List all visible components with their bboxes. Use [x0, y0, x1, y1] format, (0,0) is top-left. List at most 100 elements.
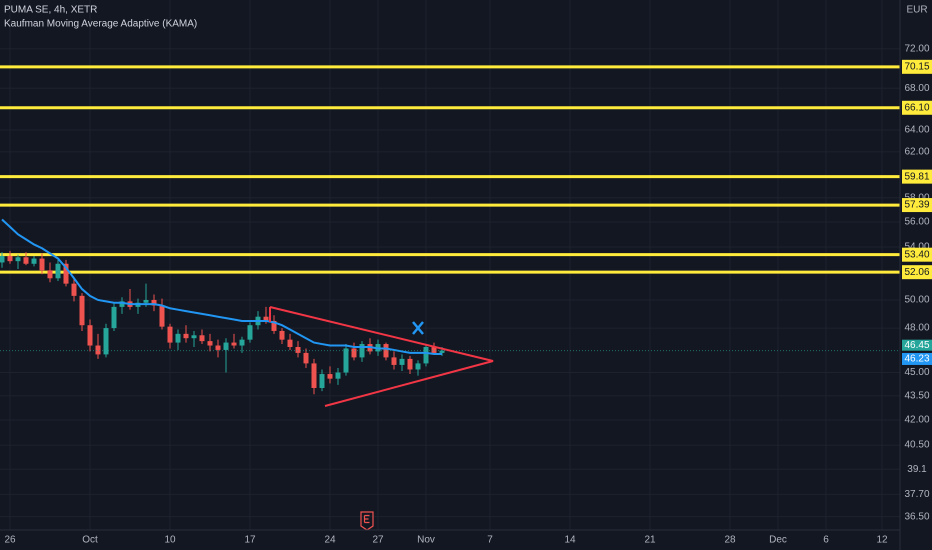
- kama-label-box: [902, 352, 932, 365]
- candle-body: [39, 258, 45, 271]
- y-tick-label: 64.00: [904, 125, 929, 136]
- indicator-name: Kaufman Moving Average Adaptive (KAMA): [4, 19, 197, 30]
- y-tick-label: 37.70: [904, 489, 929, 500]
- x-tick-label: Oct: [82, 535, 98, 546]
- x-tick-label: 24: [324, 535, 336, 546]
- candle-body: [415, 363, 421, 370]
- y-tick-label: 48.00: [904, 323, 929, 334]
- candle-body: [183, 333, 189, 339]
- x-tick-label: 26: [4, 535, 16, 546]
- level-label-box: [902, 169, 932, 184]
- candle-body: [215, 345, 221, 350]
- y-tick-label: 56.00: [904, 217, 929, 228]
- candle-body: [119, 301, 125, 307]
- candle-body: [239, 339, 245, 346]
- candle-body: [103, 328, 109, 355]
- candle-body: [231, 342, 237, 346]
- candle-body: [311, 363, 317, 388]
- candle-body: [431, 346, 437, 353]
- earnings-icon: [360, 511, 374, 531]
- candle-body: [263, 316, 269, 321]
- candle-body: [303, 352, 309, 364]
- candle-body: [423, 346, 429, 364]
- x-tick-label: 10: [164, 535, 176, 546]
- candle-body: [327, 374, 333, 379]
- candle-body: [399, 358, 405, 365]
- y-tick-label: 45.00: [904, 367, 929, 378]
- level-label-box: [902, 59, 932, 74]
- x-tick-label: 28: [724, 535, 736, 546]
- y-tick-label: 62.00: [904, 147, 929, 158]
- candle-body: [63, 263, 69, 284]
- x-marker: [412, 321, 424, 335]
- x-tick-label: 7: [487, 535, 493, 546]
- x-tick-label: 12: [876, 535, 888, 546]
- level-label-box: [902, 265, 932, 280]
- candle-body: [71, 283, 77, 296]
- candle-body: [383, 344, 389, 358]
- candle-body: [87, 325, 93, 346]
- y-tick-label: 43.50: [904, 391, 929, 402]
- currency: EUR: [906, 5, 927, 16]
- candle-body: [31, 258, 37, 264]
- level-label: 53.40: [904, 249, 929, 260]
- candle-body: [351, 348, 357, 358]
- level-label: 70.15: [904, 61, 929, 72]
- candle-body: [295, 346, 301, 353]
- levels: [0, 65, 900, 274]
- candle-body: [167, 326, 173, 343]
- candle-body: [95, 345, 101, 355]
- candle-body: [15, 257, 21, 262]
- candle-body: [343, 348, 349, 373]
- candle-body: [223, 342, 229, 350]
- y-tick-label: 68.00: [904, 83, 929, 94]
- price-label-box: [902, 339, 932, 351]
- price-label: 46.45: [904, 340, 929, 351]
- level-label: 57.39: [904, 200, 929, 211]
- kama-label: 46.23: [904, 354, 929, 365]
- level-label: 52.06: [904, 267, 929, 278]
- candle-body: [191, 335, 197, 339]
- level-label-box: [902, 198, 932, 213]
- candle-body: [287, 339, 293, 347]
- candle-body: [79, 295, 85, 326]
- x-tick-label: 6: [823, 535, 829, 546]
- x-tick-label: 17: [244, 535, 256, 546]
- y-tick-label: 72.00: [904, 44, 929, 55]
- grid: [0, 0, 900, 530]
- candle-body: [159, 305, 165, 327]
- candle-body: [439, 350, 445, 353]
- candle-body: [271, 320, 277, 331]
- triangle-drawing: [269, 306, 494, 407]
- candle-body: [111, 306, 117, 329]
- level-label: 59.81: [904, 171, 929, 182]
- x-tick-label: Dec: [769, 535, 787, 546]
- candle-body: [151, 299, 157, 306]
- candle-body: [0, 255, 5, 263]
- chart-title: PUMA SE, 4h, XETR: [4, 5, 97, 16]
- candle-body: [143, 299, 149, 303]
- candle-body: [335, 372, 341, 379]
- level-label-box: [902, 247, 932, 262]
- candle-body: [319, 374, 325, 388]
- candle-body: [7, 255, 13, 262]
- candle-body: [279, 330, 285, 340]
- x-tick-label: 14: [564, 535, 576, 546]
- candle-body: [23, 257, 29, 264]
- y-tick-label: 36.50: [904, 511, 929, 522]
- candle-body: [207, 341, 213, 346]
- candle-body: [199, 335, 205, 342]
- y-tick-label: 58.00: [904, 192, 929, 203]
- candle-body: [55, 263, 61, 279]
- x-tick-label: Nov: [417, 535, 435, 546]
- y-tick-label: 50.00: [904, 295, 929, 306]
- level-label: 66.10: [904, 102, 929, 113]
- candle-body: [247, 325, 253, 340]
- y-tick-label: 39.1: [907, 464, 927, 475]
- x-tick-label: 27: [372, 535, 384, 546]
- candle-body: [407, 358, 413, 370]
- candle-body: [359, 344, 365, 358]
